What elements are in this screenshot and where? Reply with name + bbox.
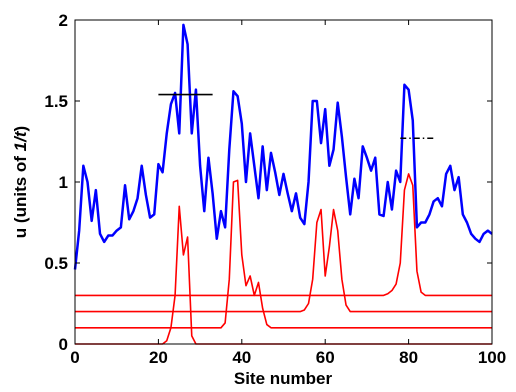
data-line [73,23,493,270]
x-tick-label: 20 [149,348,168,367]
x-tick-label: 0 [70,348,79,367]
y-tick-label: 0.5 [44,254,68,273]
x-tick-label: 40 [232,348,251,367]
y-axis-label-part: ) [11,126,30,132]
x-tick-label: 100 [478,348,506,367]
y-tick-label: 0 [59,335,68,354]
x-tick-label: 80 [399,348,418,367]
x-axis-label: Site number [234,369,333,388]
data-line [75,173,492,297]
y-axis-label: u (units of 1/t) [11,126,30,238]
x-tick-label: 60 [316,348,335,367]
data-line [75,208,492,313]
y-axis-label-part: u (units of [11,151,30,238]
data-line [75,179,492,329]
y-tick-label: 1 [59,173,68,192]
data-line [75,205,492,345]
y-tick-label: 1.5 [44,92,68,111]
y-axis-label-part: 1/t [11,130,30,151]
y-tick-label: 2 [59,11,68,30]
